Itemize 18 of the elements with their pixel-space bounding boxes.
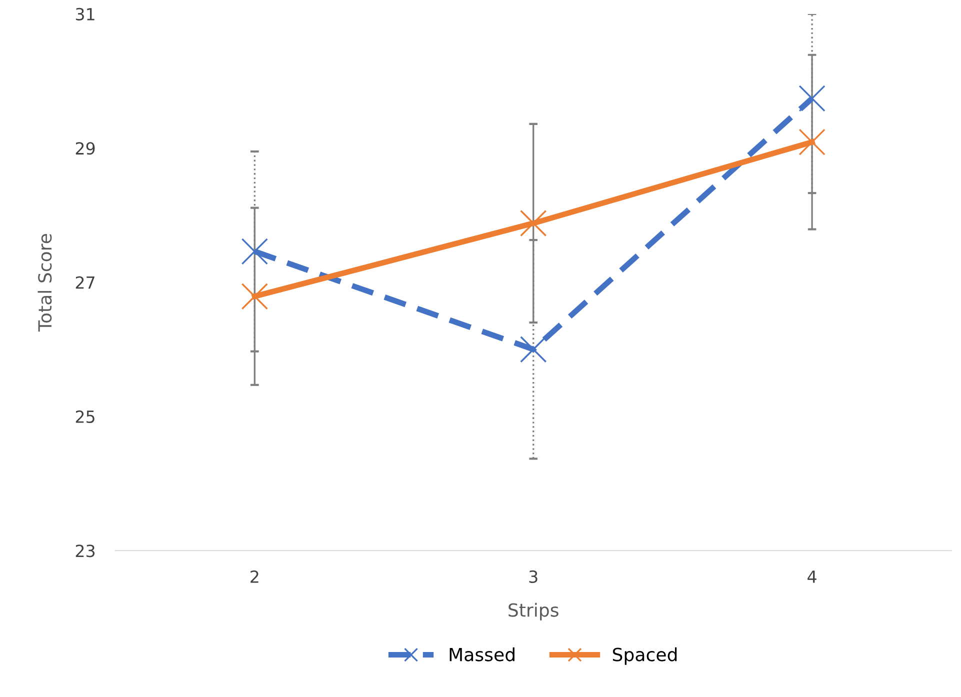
point	[520, 210, 547, 237]
y-tick-label: 25	[76, 410, 94, 424]
point	[241, 283, 268, 310]
legend-label: Massed	[450, 647, 514, 662]
y-tick-label: 29	[76, 142, 95, 155]
x-tick-label: 4	[808, 570, 816, 583]
legend-label: Spaced	[612, 647, 677, 665]
x-axis-title: Strips	[508, 602, 558, 620]
y-tick-label: 23	[76, 544, 95, 558]
y-axis-title: Total Score	[38, 234, 52, 332]
point	[798, 128, 826, 156]
x-tick-label: 2	[250, 570, 258, 583]
y-tick-label: 27	[76, 276, 94, 289]
x-tick-label: 3	[529, 570, 538, 583]
point	[798, 85, 826, 112]
y-tick-label: 31	[76, 8, 94, 21]
point	[241, 238, 268, 265]
point	[520, 336, 547, 363]
